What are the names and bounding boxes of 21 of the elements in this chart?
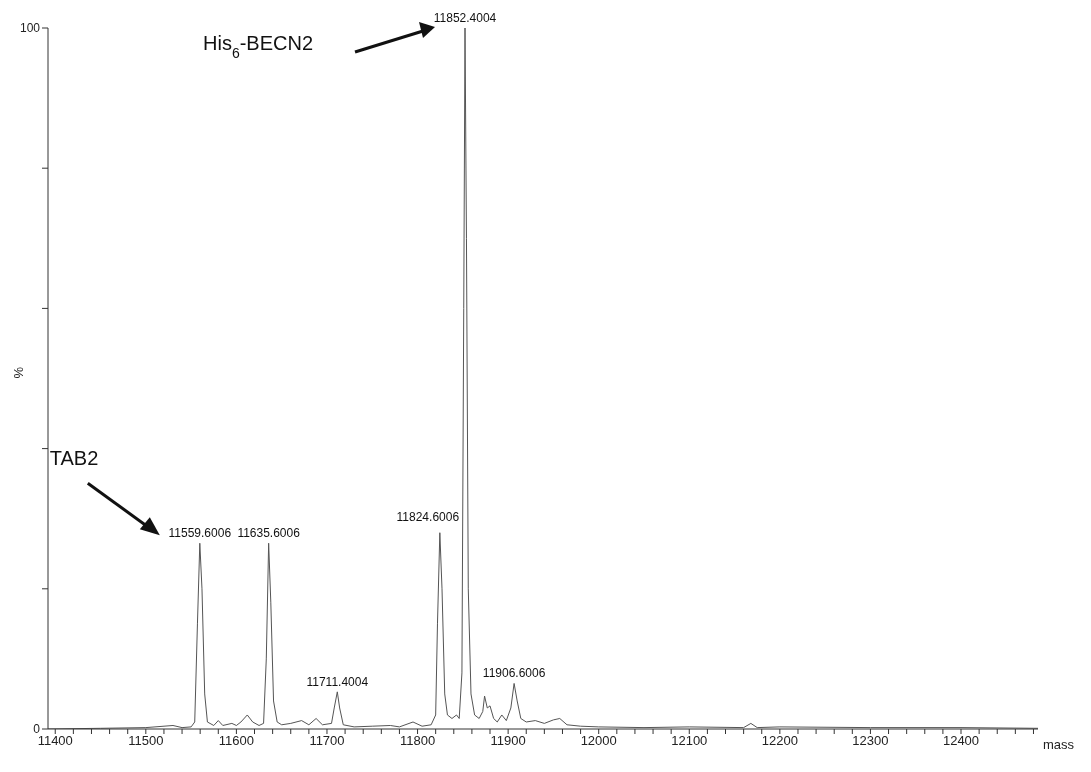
x-tick-label: 11600	[218, 733, 254, 749]
x-tick-label: 11700	[309, 733, 345, 749]
annotation: 11711.4004	[306, 674, 369, 689]
x-tick-label: 12100	[671, 733, 708, 749]
y-axis-title: %	[10, 366, 26, 379]
annotation: His$_{6}$-BECN2	[203, 32, 314, 61]
annotation: 11635.6006	[237, 526, 301, 541]
annotation: 11559.6006	[168, 526, 232, 541]
x-tick-label: 11800	[399, 733, 436, 749]
annotation: 11824.6006	[396, 509, 460, 524]
annotation: 11852.4004	[433, 11, 497, 25]
annotation: 11906.6006	[482, 666, 546, 681]
x-tick-label: 11900	[490, 733, 526, 749]
x-tick-label: 12200	[761, 733, 798, 749]
x-tick-label: 12000	[580, 733, 617, 749]
x-tick-label: 12400	[942, 733, 980, 749]
annotation: TAB2	[49, 447, 99, 470]
x-tick-label: 11500	[128, 733, 164, 749]
y-tick-label: 100	[19, 21, 41, 36]
x-axis-title: mass	[1043, 736, 1075, 752]
x-tick-label: 12300	[852, 733, 889, 749]
